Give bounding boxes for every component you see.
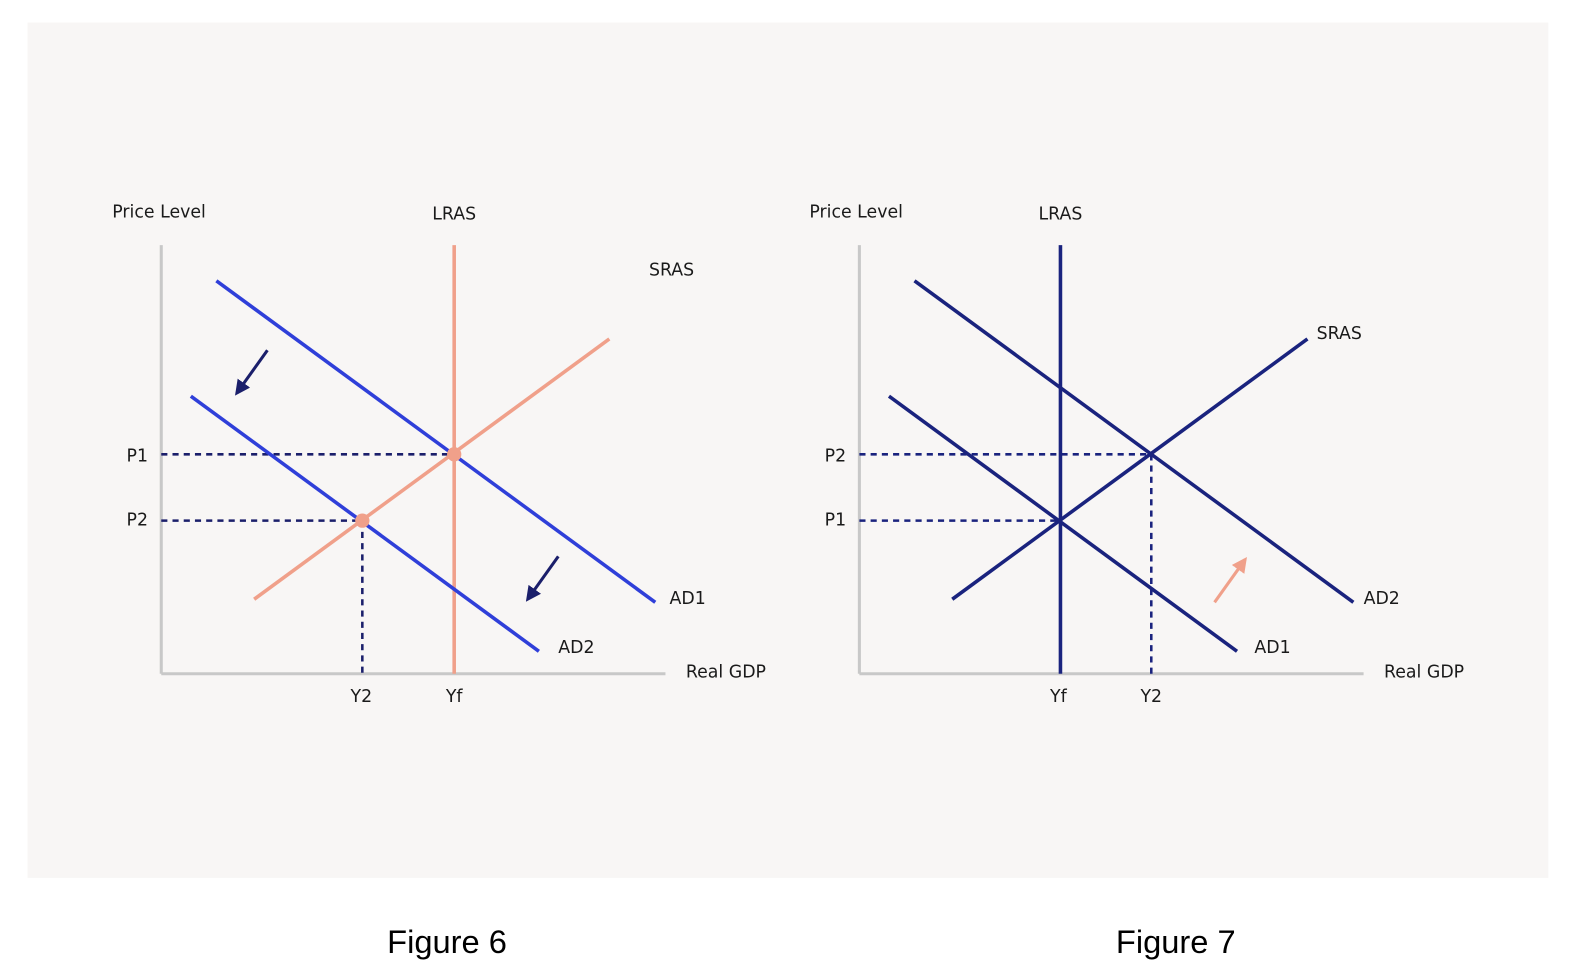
price-label: P1 (825, 511, 847, 531)
panel (27, 22, 1549, 878)
curve-label: AD2 (558, 638, 594, 658)
output-label: Y2 (1139, 687, 1162, 707)
curve-label: AD2 (1364, 589, 1400, 609)
curve-label: LRAS (432, 204, 476, 224)
y-axis-label: Price Level (809, 202, 903, 222)
sras-curve (951, 337, 1309, 601)
x-axis-label: Real GDP (1384, 663, 1464, 683)
figure-caption: Figure 6 (387, 923, 507, 960)
figure-6: Price Level Real GDP LRAS SRAS AD1 AD2 P… (112, 202, 766, 959)
price-label: P2 (825, 446, 847, 466)
shift-arrow (235, 349, 269, 396)
shift-arrow (1213, 556, 1247, 604)
shift-arrow (525, 555, 560, 602)
curve-label: SRAS (1317, 324, 1362, 344)
equilibrium-point (355, 513, 370, 528)
figure-7: Price Level Real GDP LRAS SRAS AD2 AD1 P… (809, 202, 1464, 959)
curve-label: SRAS (649, 261, 694, 281)
x-axis-label: Real GDP (686, 663, 766, 683)
ad1-curve (215, 279, 657, 604)
equilibrium-point (447, 447, 462, 462)
curve-label: AD1 (670, 589, 706, 609)
output-label: Yf (1049, 687, 1068, 707)
price-label: P1 (126, 446, 148, 466)
curve-label: AD1 (1254, 638, 1290, 658)
curve-label: LRAS (1039, 204, 1083, 224)
ad1-curve (887, 394, 1239, 653)
y-axis-label: Price Level (112, 202, 206, 222)
output-label: Y2 (349, 687, 372, 707)
ad2-curve (913, 279, 1355, 604)
sras-curve (253, 337, 611, 601)
price-label: P2 (126, 511, 148, 531)
output-label: Yf (445, 687, 464, 707)
figure-caption: Figure 7 (1116, 923, 1236, 960)
